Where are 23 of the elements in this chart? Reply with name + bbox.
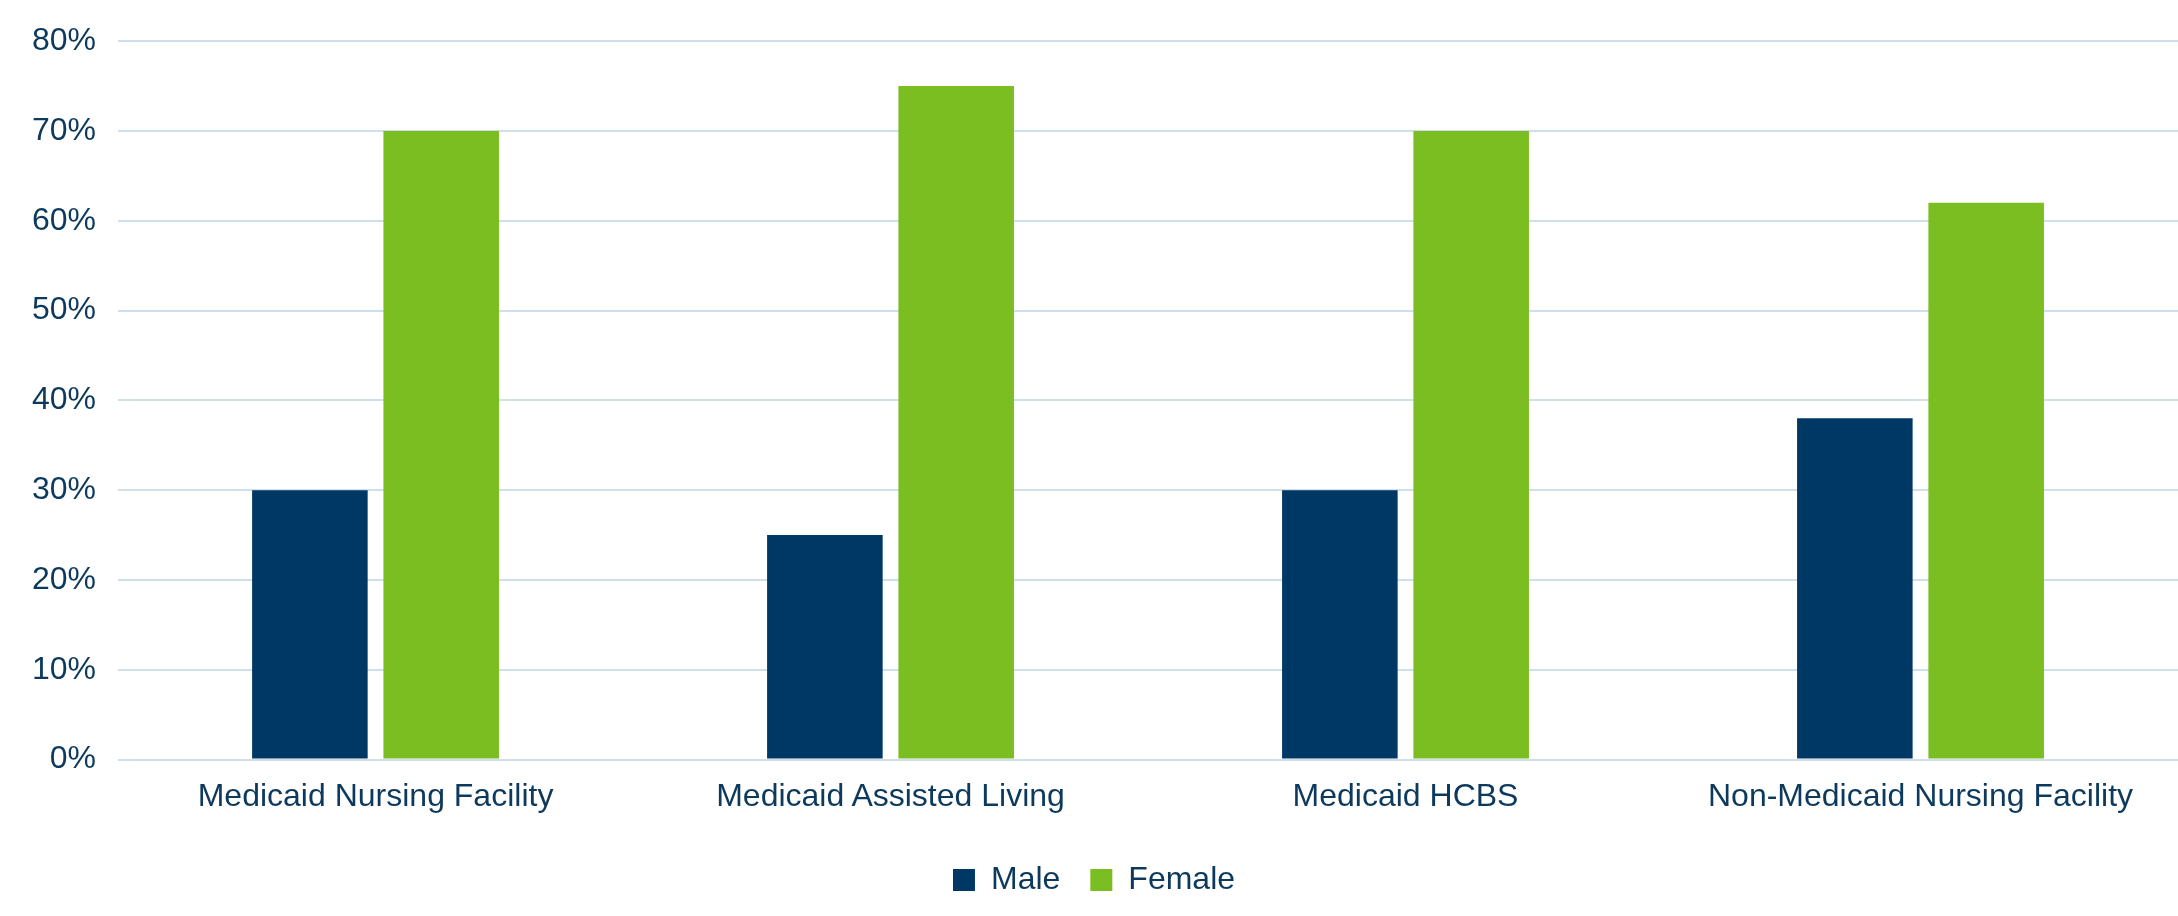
legend-label: Male xyxy=(990,859,1061,896)
x-tick-label: Medicaid HCBS xyxy=(1292,776,1519,813)
y-tick-label: 30% xyxy=(32,470,97,507)
y-tick-label: 80% xyxy=(32,21,97,58)
y-tick-label: 20% xyxy=(32,559,97,596)
bar xyxy=(1282,490,1398,759)
bar xyxy=(252,490,368,759)
legend-label: Female xyxy=(1128,859,1236,896)
bar xyxy=(1797,418,1913,759)
y-tick-label: 0% xyxy=(49,739,97,776)
y-tick-label: 40% xyxy=(32,380,97,417)
y-tick-label: 70% xyxy=(32,110,97,147)
y-tick-label: 50% xyxy=(32,290,97,327)
y-tick-label: 60% xyxy=(32,200,97,237)
bar xyxy=(767,535,883,759)
bar xyxy=(1413,131,1529,759)
bar xyxy=(383,131,499,759)
bar xyxy=(898,86,1014,759)
bar xyxy=(1928,202,2044,759)
x-tick-label: Medicaid Assisted Living xyxy=(716,776,1065,813)
x-tick-label: Medicaid Nursing Facility xyxy=(197,776,554,813)
x-tick-label: Non-Medicaid Nursing Facility xyxy=(1707,776,2134,813)
y-tick-label: 10% xyxy=(32,649,97,686)
